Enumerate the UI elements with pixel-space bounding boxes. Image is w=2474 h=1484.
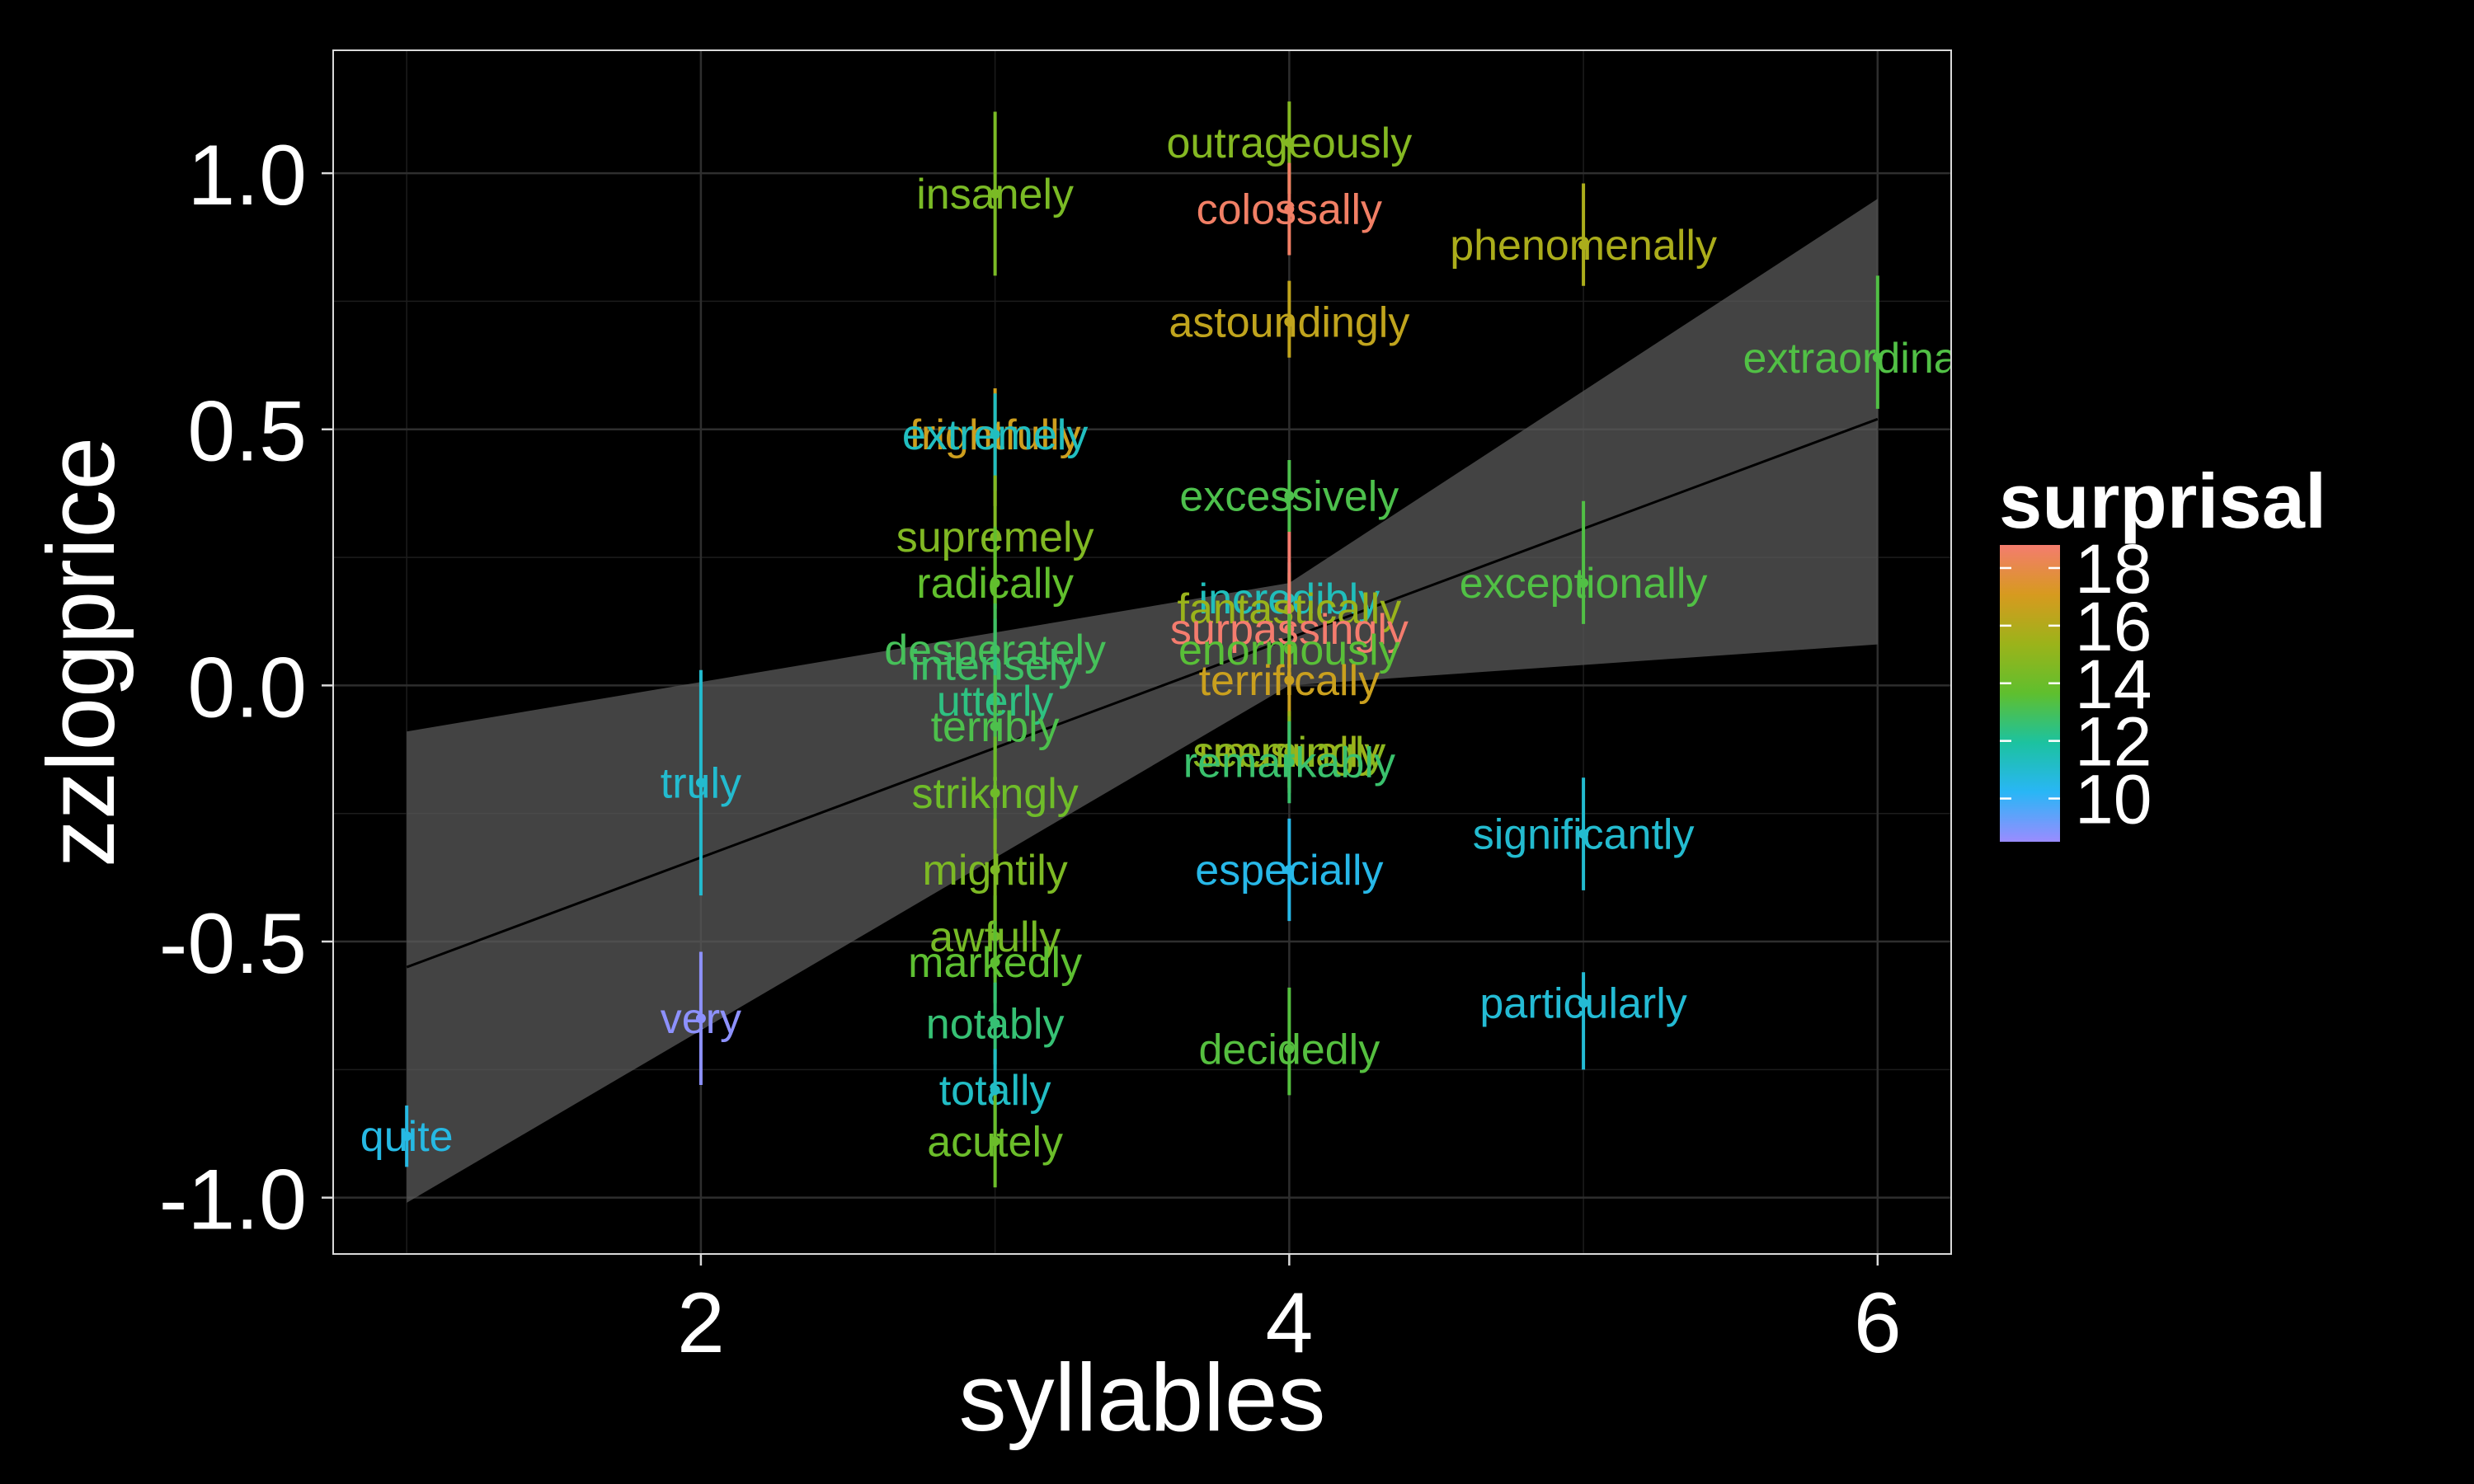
point-label: exceptionally — [1460, 560, 1708, 608]
point-marker — [1578, 578, 1589, 589]
data-point: significantly — [1473, 777, 1695, 890]
point-marker — [1578, 829, 1589, 839]
legend-tick-label: 14 — [2075, 646, 2152, 723]
data-point: terrifically — [1199, 644, 1380, 716]
x-tick-label: 4 — [1265, 1275, 1313, 1371]
point-label: extraordinarily — [1743, 335, 2013, 383]
point-label: very — [661, 995, 741, 1043]
y-tick-label: 0.0 — [187, 640, 307, 735]
data-point: extremely — [902, 393, 1088, 491]
point-label: particularly — [1479, 980, 1686, 1028]
y-tick-label: -0.5 — [159, 896, 307, 992]
points-layer: quitetrulyveryinsanelyfrightfullyextreme… — [360, 101, 2013, 1188]
data-point: especially — [1195, 818, 1384, 922]
data-point: mightily — [923, 818, 1068, 927]
point-label: decidedly — [1199, 1026, 1380, 1073]
point-label: outrageously — [1166, 120, 1412, 167]
point-label: significantly — [1473, 811, 1695, 859]
point-marker — [990, 956, 1000, 967]
plot-border — [332, 49, 1952, 1255]
confidence-ribbon-layer — [406, 199, 1879, 1203]
data-point: excessively — [1179, 460, 1399, 532]
legend-tick-label: 10 — [2075, 761, 2152, 838]
point-label: extremely — [902, 411, 1088, 459]
data-point: insanely — [916, 111, 1074, 276]
point-marker — [1578, 998, 1589, 1008]
point-label: astoundingly — [1169, 298, 1409, 346]
point-marker — [990, 578, 1000, 589]
y-axis-title: zzlogprice — [27, 437, 134, 867]
point-label: acutely — [927, 1118, 1063, 1166]
data-point: truly — [661, 669, 741, 896]
data-point: astoundingly — [1169, 280, 1409, 358]
point-marker — [1284, 1044, 1295, 1054]
point-marker — [1578, 240, 1589, 251]
data-point: exceptionally — [1460, 500, 1708, 624]
point-marker — [990, 721, 1000, 732]
x-tick-label: 2 — [677, 1275, 725, 1371]
data-point: acutely — [927, 1095, 1063, 1188]
point-marker — [990, 429, 1000, 439]
point-marker — [1284, 317, 1295, 327]
data-point: colossally — [1197, 162, 1382, 256]
x-axis: 2 4 6 — [677, 1254, 1902, 1371]
data-point: phenomenally — [1450, 183, 1717, 286]
point-marker — [695, 777, 706, 788]
y-tick-label: 0.5 — [187, 384, 307, 480]
data-point: particularly — [1479, 972, 1687, 1070]
point-label: truly — [661, 759, 741, 807]
point-marker — [990, 865, 1000, 876]
point-marker — [990, 188, 1000, 199]
data-point: decidedly — [1199, 987, 1380, 1096]
point-label: phenomenally — [1450, 222, 1717, 270]
point-marker — [1284, 491, 1295, 501]
x-tick-label: 6 — [1854, 1275, 1902, 1371]
point-label: insanely — [916, 171, 1074, 218]
y-tick-label: -1.0 — [159, 1153, 307, 1248]
data-point: notably — [926, 982, 1065, 1065]
point-marker — [990, 1018, 1000, 1029]
point-label: notably — [926, 1000, 1065, 1048]
point-label: mightily — [923, 847, 1068, 895]
point-label: markedly — [908, 939, 1082, 987]
point-marker — [990, 1136, 1000, 1147]
legend-tick-label: 12 — [2075, 703, 2152, 781]
point-marker — [1284, 204, 1295, 214]
data-point: markedly — [908, 921, 1082, 1003]
legend-title: surprisal — [1999, 458, 2326, 544]
point-marker — [1284, 757, 1295, 768]
data-point: very — [661, 951, 741, 1085]
point-label: especially — [1195, 847, 1383, 895]
point-label: quite — [360, 1113, 454, 1161]
data-point: extraordinarily — [1743, 275, 2013, 409]
legend-colorbar — [2000, 545, 2060, 842]
point-marker — [990, 1085, 1000, 1096]
point-label: radically — [916, 560, 1074, 608]
point-marker — [402, 1131, 412, 1142]
point-marker — [695, 1013, 706, 1024]
legend-tick-label: 16 — [2075, 588, 2152, 665]
x-axis-title: syllables — [959, 1344, 1326, 1451]
point-label: strikingly — [912, 770, 1079, 818]
data-point: quite — [360, 1105, 454, 1167]
y-axis: -1.0 -0.5 0.0 0.5 1.0 — [159, 128, 333, 1248]
confidence-ribbon — [407, 199, 1878, 1203]
point-label: terrifically — [1199, 657, 1380, 705]
data-point: outrageously — [1166, 101, 1412, 194]
point-label: excessively — [1179, 473, 1399, 521]
point-marker — [1284, 865, 1295, 876]
point-marker — [990, 787, 1000, 798]
y-tick-label: 1.0 — [187, 128, 307, 223]
point-marker — [1284, 137, 1295, 148]
trend-line — [406, 417, 1879, 969]
point-marker — [1872, 352, 1883, 363]
point-label: colossally — [1197, 186, 1382, 234]
point-label: remarkably — [1183, 740, 1395, 787]
point-marker — [1284, 675, 1295, 686]
legend-tick-label: 18 — [2075, 530, 2152, 608]
data-point: remarkably — [1183, 721, 1395, 804]
